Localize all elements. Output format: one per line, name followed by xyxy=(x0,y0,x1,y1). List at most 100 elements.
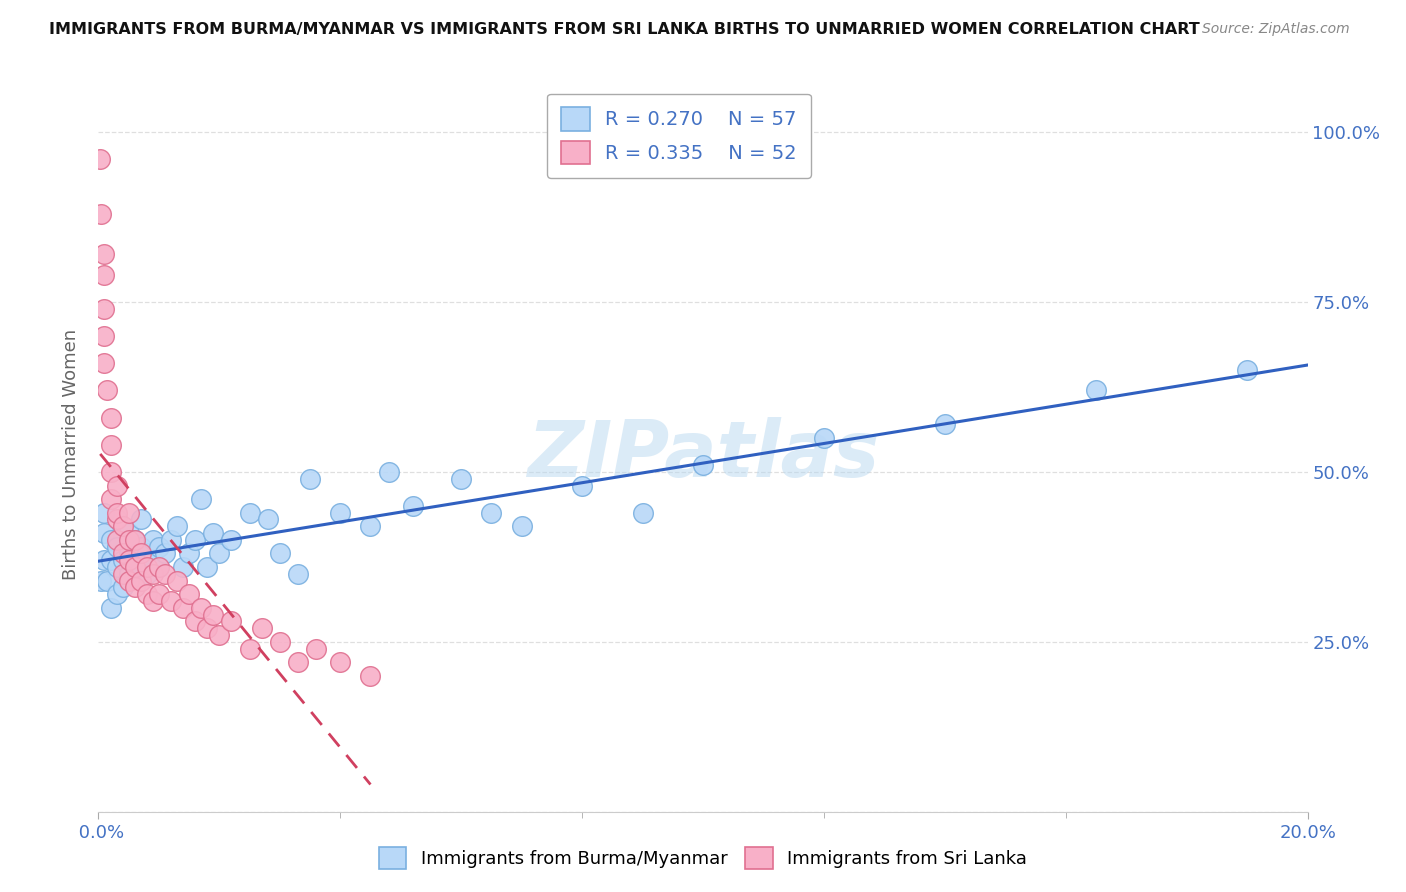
Point xyxy=(184,615,207,629)
Point xyxy=(631,506,654,520)
Point xyxy=(105,533,128,547)
Point xyxy=(93,526,115,541)
Point xyxy=(135,546,157,560)
Point xyxy=(100,553,122,567)
Point xyxy=(129,512,152,526)
Point xyxy=(142,566,165,581)
Point xyxy=(360,519,382,533)
Point xyxy=(692,458,714,472)
Point xyxy=(360,669,382,683)
Point xyxy=(148,560,170,574)
Point xyxy=(100,600,122,615)
Point xyxy=(93,506,115,520)
Point xyxy=(124,581,146,595)
Y-axis label: Births to Unmarried Women: Births to Unmarried Women xyxy=(62,329,80,581)
Point xyxy=(221,615,243,629)
Point xyxy=(190,492,212,507)
Point xyxy=(195,560,218,574)
Point xyxy=(124,533,146,547)
Point xyxy=(100,492,122,507)
Point xyxy=(571,478,593,492)
Text: IMMIGRANTS FROM BURMA/MYANMAR VS IMMIGRANTS FROM SRI LANKA BIRTHS TO UNMARRIED W: IMMIGRANTS FROM BURMA/MYANMAR VS IMMIGRA… xyxy=(49,22,1199,37)
Point xyxy=(239,506,262,520)
Point xyxy=(90,574,112,588)
Point xyxy=(105,478,128,492)
Point xyxy=(256,512,278,526)
Point xyxy=(377,465,399,479)
Point xyxy=(1236,363,1258,377)
Point xyxy=(208,628,231,642)
Point xyxy=(172,560,194,574)
Point xyxy=(195,621,218,635)
Point xyxy=(90,207,112,221)
Point xyxy=(93,301,115,316)
Point xyxy=(305,641,328,656)
Point xyxy=(93,553,115,567)
Point xyxy=(481,506,503,520)
Point xyxy=(153,546,176,560)
Point xyxy=(148,587,170,601)
Point xyxy=(100,410,122,425)
Point xyxy=(105,587,128,601)
Point xyxy=(269,546,291,560)
Point xyxy=(111,566,134,581)
Point xyxy=(142,533,165,547)
Legend: Immigrants from Burma/Myanmar, Immigrants from Sri Lanka: Immigrants from Burma/Myanmar, Immigrant… xyxy=(370,838,1036,879)
Point xyxy=(111,546,134,560)
Point xyxy=(96,574,118,588)
Point xyxy=(269,635,291,649)
Point xyxy=(105,540,128,554)
Point xyxy=(118,553,141,567)
Point xyxy=(329,506,352,520)
Point xyxy=(111,581,134,595)
Point xyxy=(111,553,134,567)
Point xyxy=(208,546,231,560)
Point xyxy=(118,526,141,541)
Point xyxy=(118,566,141,581)
Point xyxy=(179,587,201,601)
Point xyxy=(135,560,157,574)
Point xyxy=(190,600,212,615)
Point xyxy=(142,553,165,567)
Point xyxy=(124,553,146,567)
Point xyxy=(100,438,122,452)
Point xyxy=(287,655,309,669)
Point xyxy=(142,594,165,608)
Point xyxy=(329,655,352,669)
Point xyxy=(148,560,170,574)
Point xyxy=(100,533,122,547)
Point xyxy=(111,519,134,533)
Point xyxy=(934,417,956,432)
Point xyxy=(184,533,207,547)
Point xyxy=(166,574,188,588)
Point xyxy=(118,533,141,547)
Point xyxy=(510,519,533,533)
Point xyxy=(221,533,243,547)
Point xyxy=(93,247,115,261)
Legend: R = 0.270    N = 57, R = 0.335    N = 52: R = 0.270 N = 57, R = 0.335 N = 52 xyxy=(547,94,811,178)
Point xyxy=(105,560,128,574)
Point xyxy=(402,499,425,513)
Point xyxy=(96,384,118,398)
Point xyxy=(93,268,115,282)
Point xyxy=(148,540,170,554)
Point xyxy=(160,594,183,608)
Point xyxy=(153,566,176,581)
Point xyxy=(93,356,115,370)
Point xyxy=(299,472,322,486)
Point xyxy=(129,540,152,554)
Point xyxy=(250,621,273,635)
Point xyxy=(129,574,152,588)
Point xyxy=(118,506,141,520)
Point xyxy=(172,600,194,615)
Point xyxy=(179,546,201,560)
Point xyxy=(135,566,157,581)
Point xyxy=(100,465,122,479)
Point xyxy=(160,533,183,547)
Point xyxy=(202,526,225,541)
Point xyxy=(239,641,262,656)
Point xyxy=(450,472,472,486)
Point xyxy=(105,506,128,520)
Point xyxy=(287,566,309,581)
Point xyxy=(135,587,157,601)
